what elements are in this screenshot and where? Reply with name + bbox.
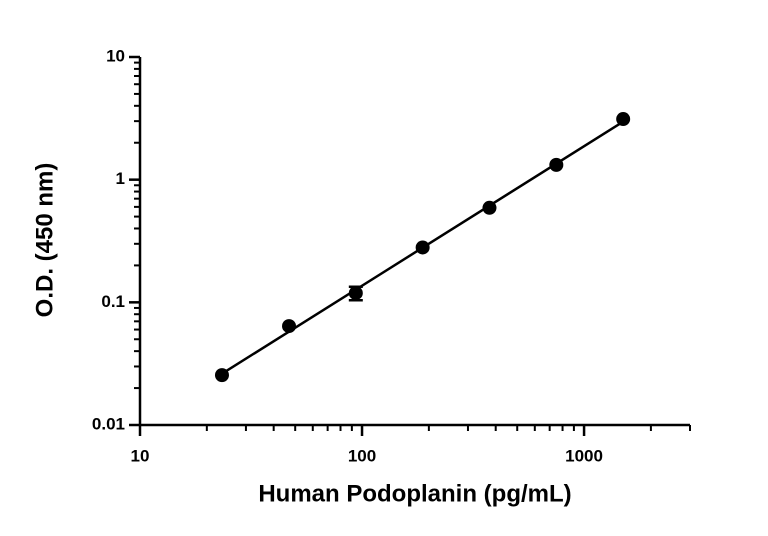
data-point <box>348 286 363 301</box>
x-tick-label: 10 <box>131 446 150 465</box>
data-point <box>482 200 497 215</box>
y-axis-title: O.D. (450 nm) <box>31 163 58 318</box>
x-tick-label: 1000 <box>565 446 603 465</box>
x-tick-label: 100 <box>348 446 376 465</box>
data-point <box>282 319 297 334</box>
y-tick-label: 1 <box>116 169 125 188</box>
data-point <box>214 368 229 383</box>
data-point <box>549 157 564 172</box>
x-axis-title: Human Podoplanin (pg/mL) <box>258 480 571 507</box>
y-tick-label: 10 <box>106 46 125 65</box>
y-tick-label: 0.1 <box>101 292 125 311</box>
y-tick-label: 0.01 <box>92 414 125 433</box>
data-point <box>415 240 430 255</box>
data-point <box>616 112 631 127</box>
